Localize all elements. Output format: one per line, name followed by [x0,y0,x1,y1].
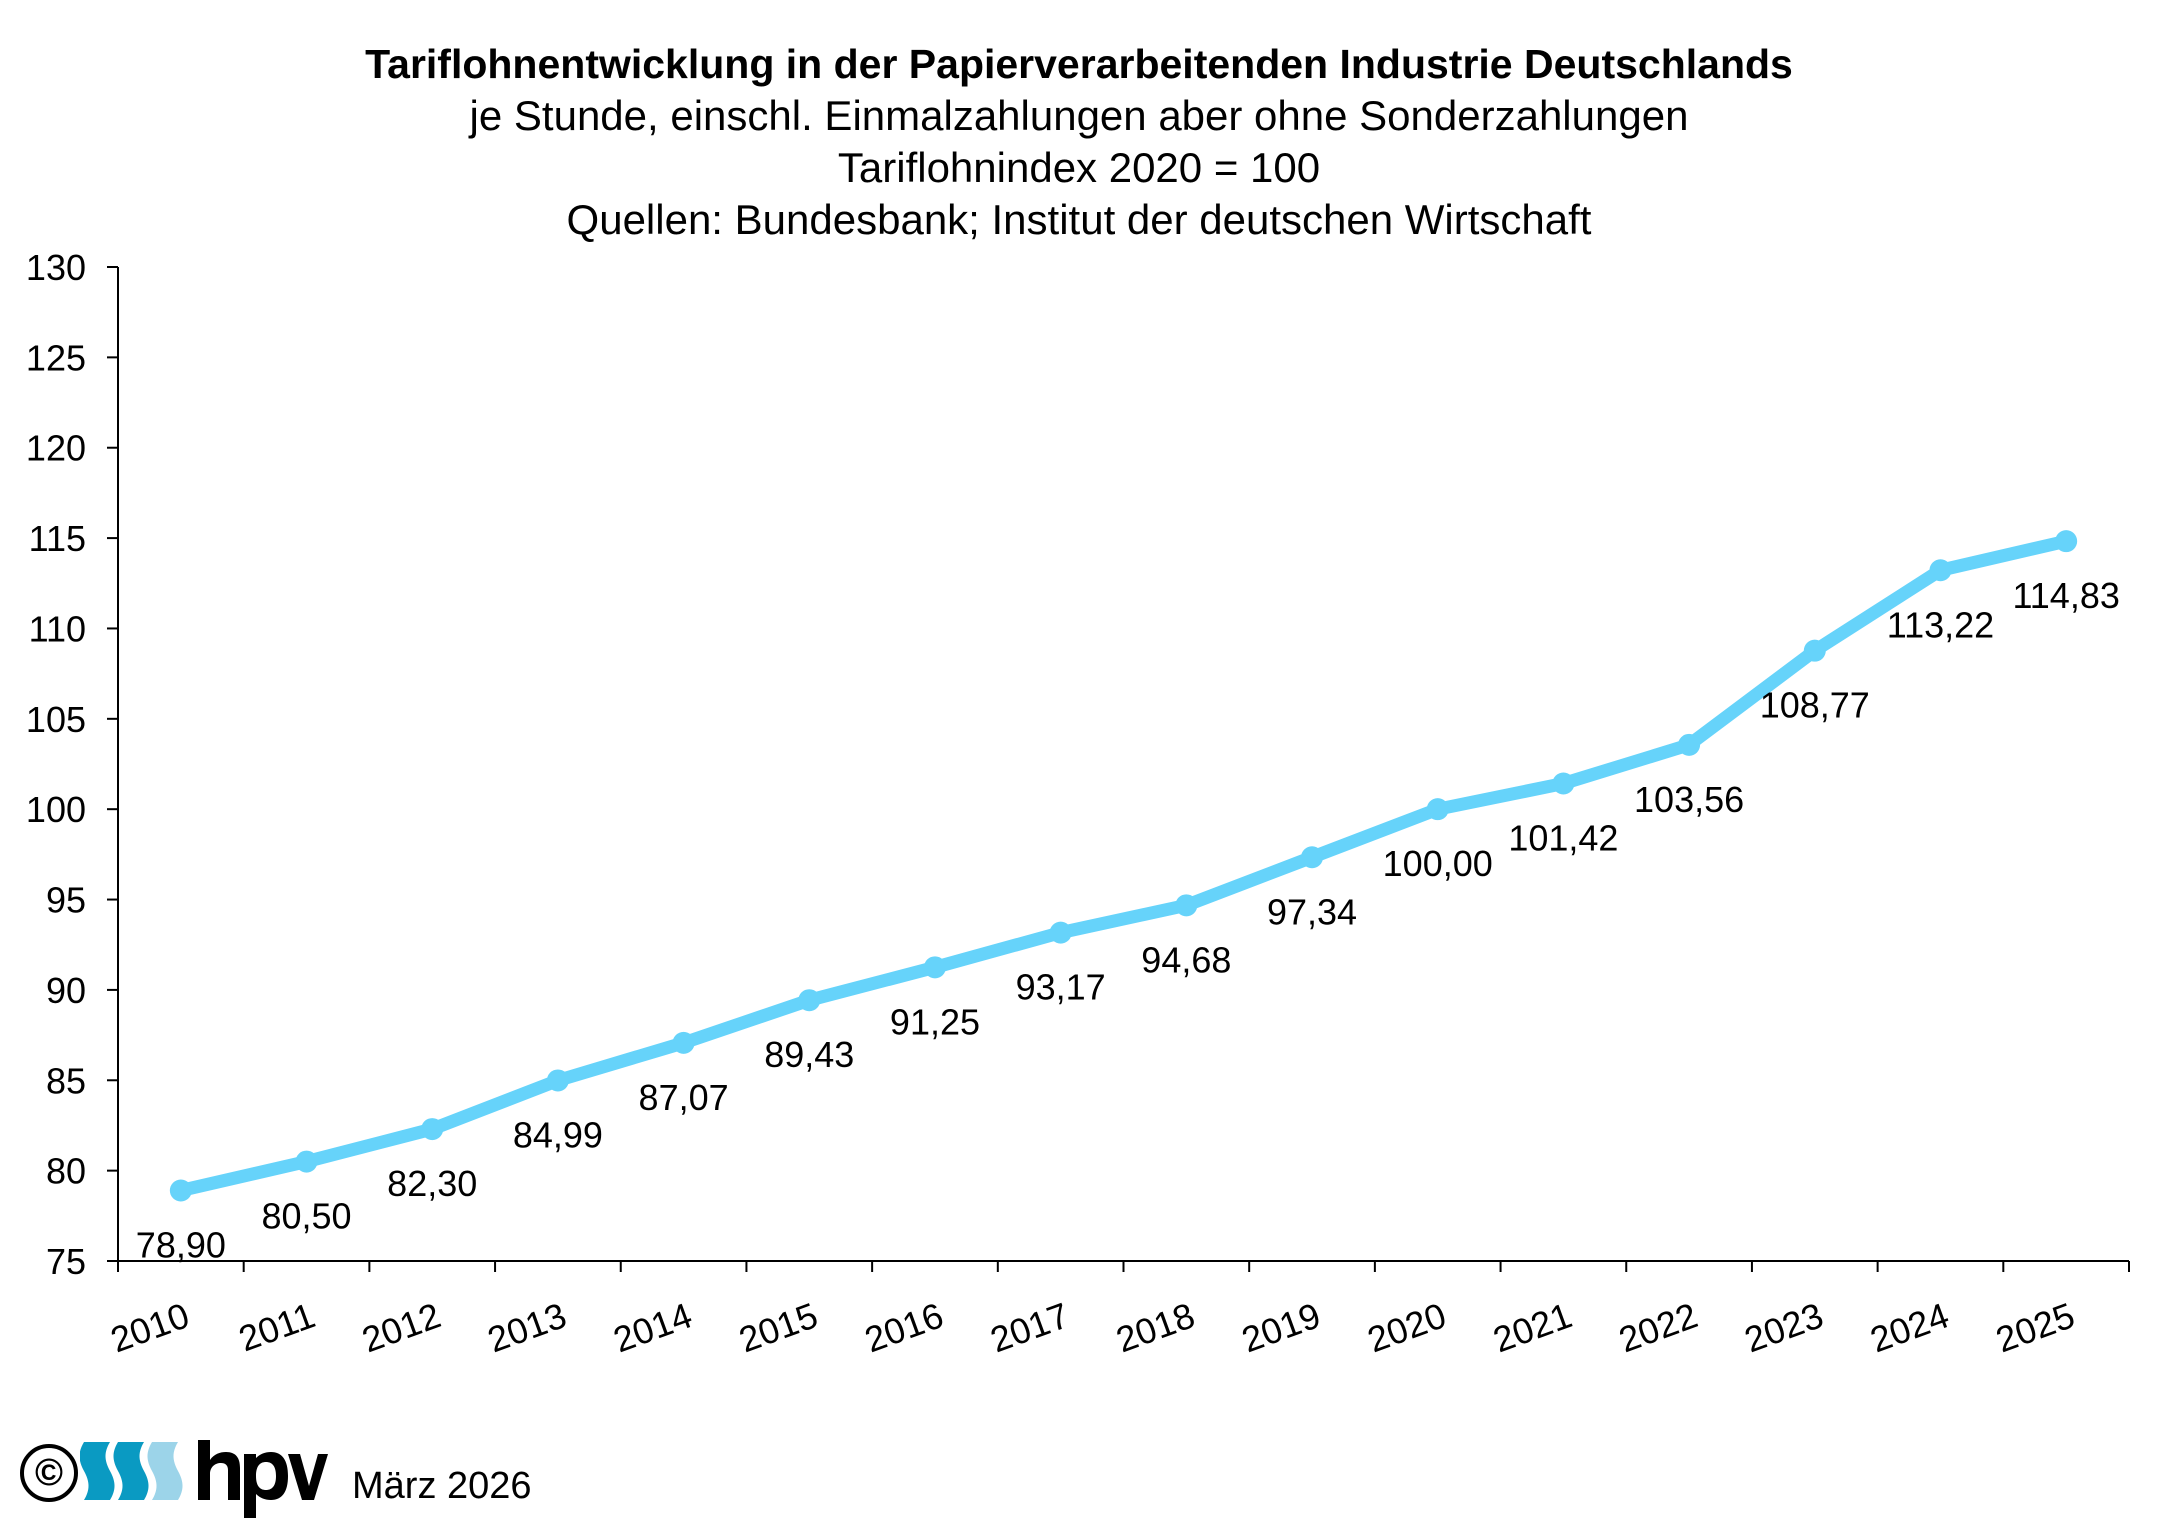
data-label: 103,56 [1634,779,1744,820]
logo-wave-1 [80,1442,115,1500]
y-tick-label: 130 [26,247,86,288]
data-label: 89,43 [764,1034,854,1075]
y-tick-label: 85 [46,1060,86,1101]
data-point [169,1179,192,1202]
data-point [1678,733,1701,756]
data-label: 100,00 [1383,843,1493,884]
y-tick-label: 75 [46,1241,86,1282]
data-point [421,1118,444,1141]
x-tick-label: 2022 [1613,1294,1702,1360]
x-tick-label: 2010 [105,1294,194,1360]
data-point [546,1069,569,1092]
x-tick-label: 2019 [1236,1294,1325,1360]
axes: 75 80 85 90 95 100 105 110 115 120 125 130 2010 2011… [26,247,2130,1360]
copyright-icon: © [20,1444,78,1502]
series-group [169,530,2078,1202]
x-tick-label: 2018 [1111,1294,1200,1360]
y-tick-label: 125 [26,337,86,378]
logo-letter-v [288,1454,328,1500]
x-tick-label: 2015 [734,1294,823,1360]
y-tick-label: 80 [46,1151,86,1192]
data-label: 82,30 [387,1163,477,1204]
footer-date: März 2026 [352,1465,532,1507]
chart-subtitle-1: je Stunde, einschl. Einmalzahlungen aber… [469,92,1689,139]
data-label: 113,22 [1887,604,1994,645]
data-point [2055,530,2078,553]
series-line [174,534,2073,1198]
data-point [923,956,946,979]
logo-wave-2 [113,1442,149,1500]
x-tick-label: 2016 [859,1294,948,1360]
data-point [1803,639,1826,662]
data-labels: 78,90 80,50 82,30 84,99 87,07 89,43 91,25 93,17… [136,575,2120,1265]
y-tick-label: 105 [26,699,86,740]
x-tick-label: 2017 [985,1294,1074,1360]
logo-wave-3 [147,1442,183,1500]
data-point [798,989,821,1012]
hpv-logo-icon [198,1440,328,1518]
chart-subtitle-3: Quellen: Bundesbank; Institut der deutsc… [566,196,1592,243]
data-label: 114,83 [2012,575,2119,616]
x-tick-label: 2020 [1362,1294,1451,1360]
x-tick-label: 2024 [1865,1294,1954,1360]
data-label: 91,25 [890,1001,980,1042]
footer: © März 2026 [0,1436,700,1526]
data-label: 87,07 [639,1077,729,1118]
data-point [1301,846,1324,869]
data-label: 101,42 [1508,818,1618,859]
data-label: 84,99 [513,1114,603,1155]
x-tick-label: 2012 [357,1294,446,1360]
y-tick-label: 100 [26,789,86,830]
y-ticks: 75 80 85 90 95 100 105 110 115 120 125 130 [26,247,118,1282]
data-point [1929,559,1952,582]
data-point [1175,894,1198,917]
chart-title: Tariflohnentwicklung in der Papierverarb… [365,41,1793,87]
chart-subtitle-2: Tariflohnindex 2020 = 100 [837,144,1321,191]
logo-letter-h [198,1440,240,1500]
x-tick-label: 2011 [233,1294,320,1359]
copyright-symbol: © [35,1452,63,1494]
data-label: 80,50 [261,1196,351,1237]
x-tick-label: 2025 [1990,1294,2079,1360]
data-label: 97,34 [1267,891,1357,932]
x-tick-label: 2021 [1488,1294,1577,1360]
y-tick-label: 115 [29,518,86,559]
x-tick-label: 2013 [482,1294,571,1360]
x-tick-label: 2023 [1739,1294,1828,1360]
data-label: 94,68 [1141,939,1231,980]
data-point [672,1031,695,1054]
data-label: 108,77 [1760,685,1870,726]
data-point [1552,772,1575,795]
data-point [1049,921,1072,944]
hpv-waves-logo-icon [80,1442,183,1500]
y-tick-label: 120 [26,428,86,469]
data-point [1426,798,1449,821]
data-point [295,1150,318,1173]
y-tick-label: 90 [46,970,86,1011]
logo-letter-p [244,1452,288,1518]
y-tick-label: 110 [29,608,86,649]
data-label: 78,90 [136,1225,226,1266]
x-tick-label: 2014 [608,1294,697,1360]
data-label: 93,17 [1016,967,1106,1008]
x-ticks: 2010 2011 2012 2013 2014 2015 2016 2017 2018 2019… [105,1261,2130,1360]
y-tick-label: 95 [46,880,86,921]
